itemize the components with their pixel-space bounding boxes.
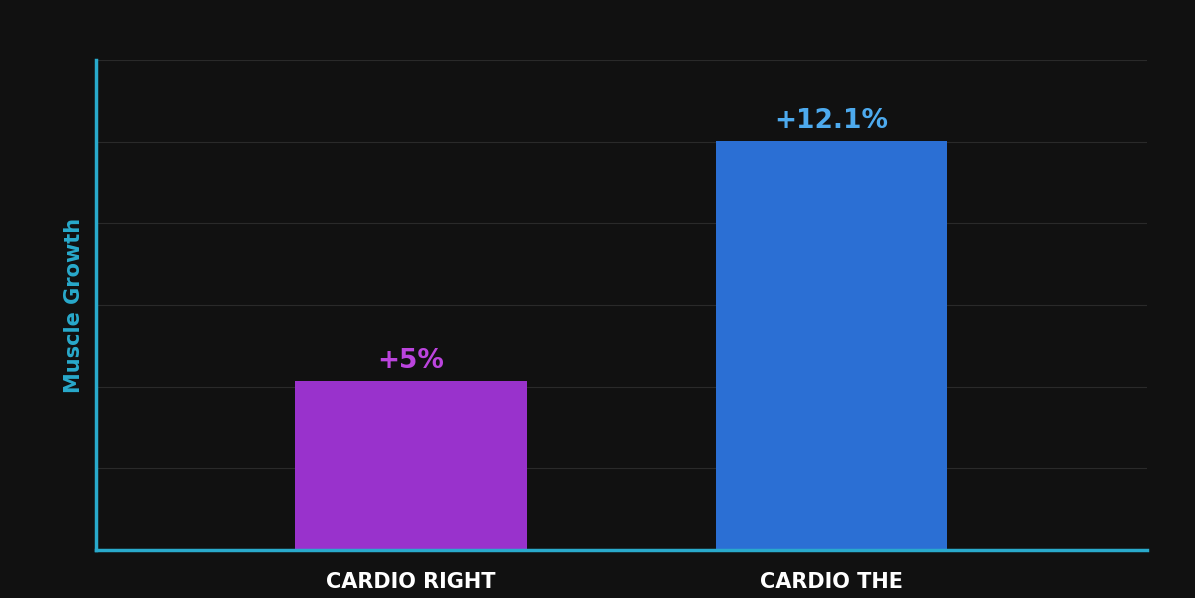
Text: +5%: +5% [378,348,445,374]
Y-axis label: Muscle Growth: Muscle Growth [65,218,85,392]
Text: +12.1%: +12.1% [774,108,889,134]
Bar [716,141,948,550]
Bar [295,381,527,550]
